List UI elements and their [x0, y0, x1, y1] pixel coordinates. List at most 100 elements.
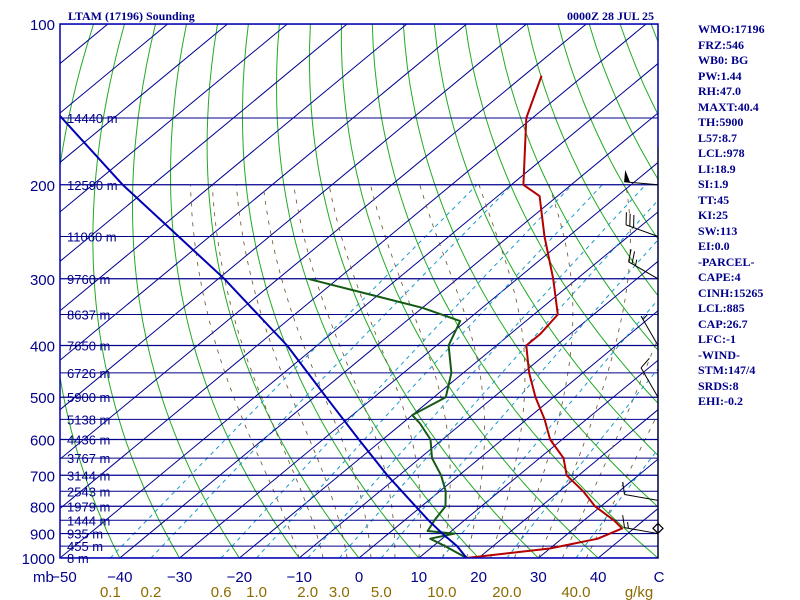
- mixing-ratio-label: 40.0: [561, 584, 590, 600]
- dry-adiabat-line: [276, 24, 479, 558]
- temperature-tick-label: 0: [355, 569, 363, 586]
- moist-adiabat-line: [190, 184, 300, 558]
- mixing-ratio-line: [575, 448, 658, 558]
- index-value: TT:45: [698, 192, 730, 207]
- dry-adiabat-line: [132, 24, 240, 558]
- height-label: 11060 m: [67, 229, 117, 244]
- index-value: LCL:885: [698, 301, 745, 315]
- wind-barb-shaft: [624, 493, 659, 501]
- grid-lines: [60, 24, 658, 558]
- isotherm-line: [538, 458, 658, 558]
- moist-adiabat-line: [370, 184, 451, 558]
- indices-panel: WMO:17196 FRZ:546 WB0: BG PW:1.44 RH:47.0 MAX…: [698, 22, 798, 410]
- wind-barbs: [622, 147, 664, 558]
- pressure-tick-label: 400: [30, 339, 55, 356]
- wind-barb-half-feather: [634, 259, 638, 266]
- mixing-ratio-line: [220, 184, 573, 558]
- index-value: LCL:978: [698, 146, 745, 160]
- isotherm-line: [60, 62, 658, 558]
- wind-barb: [640, 358, 659, 398]
- moist-adiabat-line: [211, 184, 324, 558]
- chart-time: 0000Z 28 JUL 25: [567, 9, 654, 23]
- wind-barb: [622, 481, 659, 501]
- isotherm-line: [358, 310, 658, 558]
- wind-barb-half-feather: [642, 314, 648, 320]
- index-value: TH:5900: [698, 115, 744, 129]
- wind-barb-half-feather: [627, 522, 629, 529]
- height-label: 6726 m: [67, 366, 110, 381]
- height-label: 1979 m: [67, 499, 110, 514]
- wind-barb-shaft: [640, 367, 659, 398]
- wind-barb-shaft: [640, 315, 659, 346]
- isotherm-line: [60, 24, 467, 361]
- height-label: 5900 m: [67, 390, 110, 405]
- height-label: 9760 m: [67, 272, 110, 287]
- mixing-ratio-line: [307, 184, 646, 558]
- parcel-line: [60, 114, 468, 558]
- mixing-ratio-line: [339, 199, 658, 558]
- pressure-tick-label: 800: [30, 499, 55, 516]
- isotherm-line: [119, 112, 658, 558]
- pressure-tick-label: 100: [30, 17, 55, 34]
- pressure-tick-label: 200: [30, 178, 55, 195]
- isotherm-line: [298, 260, 658, 558]
- height-label: 935 m: [67, 527, 103, 542]
- temperature-tick-label: 20: [470, 569, 487, 586]
- temperature-tick-label: −20: [227, 569, 252, 586]
- pressure-tick-label: 1000: [22, 551, 55, 568]
- pressure-tick-label: 700: [30, 468, 55, 485]
- mixing-ratio-label: 10.0: [427, 584, 456, 600]
- wind-barb-feather: [640, 358, 650, 369]
- index-value: -WIND-: [698, 347, 740, 362]
- temperature-tick-label: −30: [167, 569, 192, 586]
- pressure-tick-label: 600: [30, 433, 55, 450]
- index-value: KI:25: [698, 208, 728, 222]
- isotherm-line: [60, 24, 587, 460]
- wind-barb: [628, 249, 659, 280]
- height-label: 2543 m: [67, 484, 110, 499]
- index-value: FRZ:546: [698, 37, 744, 52]
- moist-adiabat-line: [328, 184, 422, 558]
- mixing-ratio-label: 5.0: [371, 584, 392, 600]
- isotherm-line: [60, 24, 348, 262]
- pressure-tick-label: 300: [30, 272, 55, 289]
- index-value: CAPE:4: [698, 270, 741, 284]
- wind-barb-shaft: [628, 261, 659, 280]
- pressure-tick-label: 900: [30, 527, 55, 544]
- temperature-line: [466, 75, 624, 558]
- dewpoint-line: [307, 277, 468, 558]
- moist-adiabat-line: [514, 184, 574, 558]
- wind-barb: [624, 169, 659, 186]
- wind-barb: [625, 212, 659, 237]
- height-label: 8 m: [67, 551, 89, 566]
- wind-barb-shaft: [625, 224, 659, 237]
- isotherm-line: [60, 24, 288, 213]
- dry-adiabat-line: [241, 24, 420, 558]
- index-value: SW:113: [698, 223, 738, 238]
- height-label: 1444 m: [67, 513, 110, 528]
- height-label: 455 m: [67, 539, 103, 554]
- isotherm-line: [60, 24, 408, 312]
- isotherm-line: [60, 24, 228, 164]
- index-value: -PARCEL-: [698, 254, 755, 269]
- mixing-ratio-line: [506, 368, 658, 558]
- mixing-ratio-label: 0.2: [141, 584, 162, 600]
- mixing-ratio-label: 2.0: [297, 584, 318, 600]
- index-value: WB0: BG: [698, 53, 749, 67]
- mixing-ratio-label: 3.0: [329, 584, 350, 600]
- wind-barb-shaft: [624, 181, 659, 186]
- index-value: SRDS:8: [698, 378, 739, 393]
- x-axis-label: C: [654, 569, 665, 586]
- pressure-tick-label: 500: [30, 390, 55, 407]
- index-value: PW:1.44: [698, 68, 742, 83]
- height-label: 12590 m: [67, 178, 118, 193]
- wind-barb-feather: [631, 251, 636, 264]
- mixing-ratio-label: 20.0: [492, 584, 521, 600]
- height-label: 8637 m: [67, 308, 110, 323]
- temperature-tick-label: 10: [410, 569, 427, 586]
- dry-adiabat-line: [340, 24, 599, 558]
- temperature-tick-label: −40: [107, 569, 132, 586]
- mixing-ratio-label: 0.1: [100, 584, 121, 600]
